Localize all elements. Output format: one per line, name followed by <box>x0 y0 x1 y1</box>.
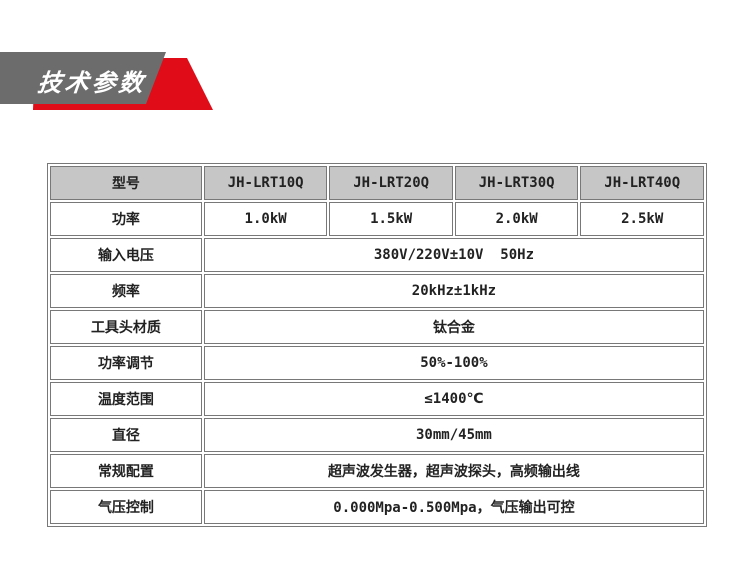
power-cell: 1.0kW <box>203 202 328 236</box>
spec-value: 0.000Mpa-0.500Mpa，气压输出可控 <box>203 490 704 524</box>
spec-value: 30mm/45mm <box>203 418 704 452</box>
model-cell: JH-LRT30Q <box>454 166 579 200</box>
model-cell: JH-LRT20Q <box>329 166 453 200</box>
spec-value: 超声波发生器，超声波探头，高频输出线 <box>203 454 704 488</box>
spec-label: 工具头材质 <box>50 310 202 344</box>
row-label-model: 型号 <box>50 166 202 200</box>
spec-label: 常规配置 <box>50 454 202 488</box>
power-cell: 2.5kW <box>580 202 704 236</box>
table-row-tool-head-material: 工具头材质 钛合金 <box>50 310 704 344</box>
table-row-model: 型号 JH-LRT10Q JH-LRT20Q JH-LRT30Q JH-LRT4… <box>50 166 704 200</box>
table-row-diameter: 直径 30mm/45mm <box>50 418 704 452</box>
spec-label: 温度范围 <box>50 382 202 416</box>
table-row-frequency: 频率 20kHz±1kHz <box>50 274 704 308</box>
specs-table: 型号 JH-LRT10Q JH-LRT20Q JH-LRT30Q JH-LRT4… <box>47 163 707 527</box>
spec-value: 50%-100% <box>203 346 704 380</box>
spec-label: 直径 <box>50 418 202 452</box>
row-label-power: 功率 <box>50 202 202 236</box>
power-cell: 2.0kW <box>454 202 579 236</box>
spec-value: 20kHz±1kHz <box>203 274 704 308</box>
spec-value: ≤1400℃ <box>203 382 704 416</box>
spec-label: 功率调节 <box>50 346 202 380</box>
table-row-power: 功率 1.0kW 1.5kW 2.0kW 2.5kW <box>50 202 704 236</box>
table-row-air-pressure-control: 气压控制 0.000Mpa-0.500Mpa，气压输出可控 <box>50 490 704 524</box>
table-row-temperature-range: 温度范围 ≤1400℃ <box>50 382 704 416</box>
section-title: 技术参数 <box>36 69 148 97</box>
table-row-standard-configuration: 常规配置 超声波发生器，超声波探头，高频输出线 <box>50 454 704 488</box>
spec-value: 钛合金 <box>203 310 704 344</box>
spec-label: 频率 <box>50 274 202 308</box>
section-banner: 技术参数 <box>0 50 230 114</box>
power-cell: 1.5kW <box>329 202 453 236</box>
banner-gray-plate-shape <box>0 52 166 104</box>
spec-value: 380V/220V±10V 50Hz <box>203 238 704 272</box>
table-row-input-voltage: 输入电压 380V/220V±10V 50Hz <box>50 238 704 272</box>
table-row-power-adjustment: 功率调节 50%-100% <box>50 346 704 380</box>
spec-label: 输入电压 <box>50 238 202 272</box>
model-cell: JH-LRT10Q <box>203 166 328 200</box>
model-cell: JH-LRT40Q <box>580 166 704 200</box>
spec-label: 气压控制 <box>50 490 202 524</box>
